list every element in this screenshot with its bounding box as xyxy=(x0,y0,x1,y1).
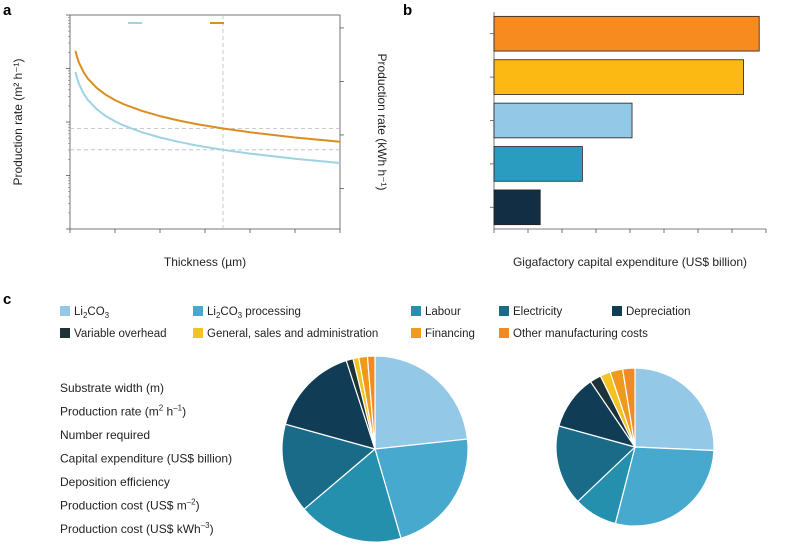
panel-c-pie-charts xyxy=(281,355,715,543)
panel-c-row-label-4: Deposition efficiency xyxy=(60,475,170,489)
panel-c-row-label-2: Number required xyxy=(60,428,150,442)
pie-1-slice-0 xyxy=(374,355,469,450)
panel-b-letter: b xyxy=(403,2,412,19)
panel-a-series-line-0 xyxy=(74,71,340,164)
panel-c-letter: c xyxy=(3,291,11,308)
panel-c-legend-swatch-5 xyxy=(60,328,70,338)
pie-1-slice-3 xyxy=(281,423,377,511)
panel-c-row-label-1: Production rate (m2 h–1) xyxy=(60,404,186,419)
panel-c-legend-swatch-0 xyxy=(60,306,70,316)
panel-a-series-line-1 xyxy=(74,50,340,143)
panel-a-right-axis-title: Production rate (kWh h⁻¹) xyxy=(375,53,389,190)
panel-c-legend-swatch-2 xyxy=(411,306,421,316)
panel-b-bar-2 xyxy=(493,102,633,139)
panel-c-legend-label-0: Li2CO3 xyxy=(74,306,110,320)
panel-c-row-label-0: Substrate width (m) xyxy=(60,381,164,395)
panel-b-x-axis-title: Gigafactory capital expenditure (US$ bil… xyxy=(513,255,747,269)
panel-c-legend-label-4: Depreciation xyxy=(626,306,691,318)
panel-c-legend-label-6: General, sales and administration xyxy=(207,328,378,340)
panel-b-bar-0 xyxy=(493,15,760,52)
panel-c-legend-swatch-1 xyxy=(193,306,203,316)
panel-c-legend-label-3: Electricity xyxy=(513,306,562,318)
panel-b-bar-chart xyxy=(490,12,767,233)
panel-a-x-axis-title: Thickness (µm) xyxy=(164,255,246,269)
panel-a-line-chart xyxy=(66,14,344,233)
panel-a-plot-frame xyxy=(69,14,341,230)
pie-2-slice-0 xyxy=(634,367,715,452)
pie-1-slice-4 xyxy=(284,359,376,450)
panel-a-left-axis-title: Production rate (m² h⁻¹) xyxy=(11,58,25,185)
panel-c-parameter-table: Substrate width (m) Production rate (m2 h… xyxy=(60,381,232,536)
pie-2-slice-8 xyxy=(621,367,636,448)
panel-c-legend-swatch-3 xyxy=(499,306,509,316)
panel-c-legend-swatch-7 xyxy=(411,328,421,338)
panel-b-bar-3 xyxy=(493,146,583,182)
panel-c-legend-label-8: Other manufacturing costs xyxy=(513,328,648,340)
panel-a-letter: a xyxy=(3,2,12,19)
panel-b-bar-1 xyxy=(493,59,744,95)
panel-c-legend-label-2: Labour xyxy=(425,306,461,318)
pie-1-slice-1 xyxy=(374,438,469,540)
pie-1-slice-8 xyxy=(366,355,376,450)
panel-c-legend-label-1: Li2CO3 processing xyxy=(207,306,301,320)
panel-c-row-label-3: Capital expenditure (US$ billion) xyxy=(60,452,232,466)
panel-c-legend-label-5: Variable overhead xyxy=(74,328,167,340)
panel-c-legend-swatch-4 xyxy=(612,306,622,316)
panel-b-bar-4 xyxy=(493,189,541,226)
pie-1-slice-2 xyxy=(303,447,402,543)
pie-2-slice-3 xyxy=(555,425,637,503)
panel-c-legend-swatch-6 xyxy=(193,328,203,338)
panel-c-row-label-5: Production cost (US$ m–2) xyxy=(60,498,200,513)
panel-c-legend: Li2CO3 Li2CO3 processing Labour Electricity… xyxy=(60,306,691,340)
pie-2-slice-1 xyxy=(614,446,715,527)
panel-c-legend-label-7: Financing xyxy=(425,328,475,340)
panel-c-legend-swatch-8 xyxy=(499,328,509,338)
panel-c-row-label-6: Production cost (US$ kWh–3) xyxy=(60,521,214,536)
